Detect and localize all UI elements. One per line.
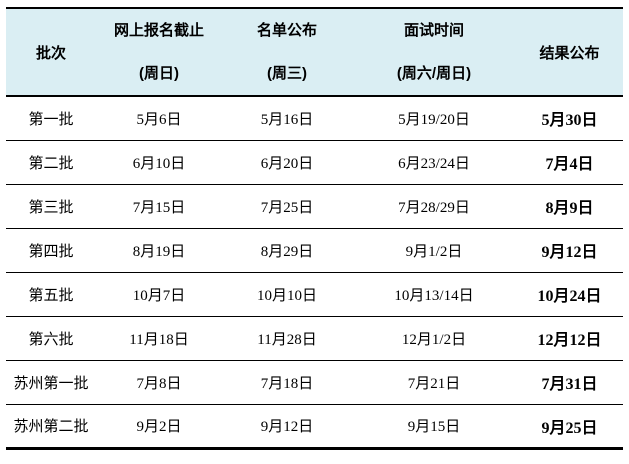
cell-interview-time: 9月1/2日 <box>405 243 463 260</box>
cell-interview-time: 9月15日 <box>407 419 461 435</box>
cell-result-announcement: 7月4日 <box>545 156 594 173</box>
cell-interview-time: 7月21日 <box>407 375 461 392</box>
cell-result-announcement: 10月24日 <box>537 288 602 305</box>
header-batch-label: 批次 <box>35 44 66 62</box>
header-batch: 批次 <box>6 8 96 96</box>
table-row: 苏州第一批 7月8日 7月18日 7月21日 7月31日 <box>6 360 623 404</box>
cell-result-announcement: 9月12日 <box>541 244 598 261</box>
cell-batch: 第一批 <box>28 111 74 128</box>
header-result-announcement-label: 结果公布 <box>539 44 600 62</box>
header-registration-deadline-weekday: (周日) <box>139 64 179 82</box>
table-row: 第五批 10月7日 10月10日 10月13/14日 10月24日 <box>6 272 623 316</box>
table-header-row: 批次 网上报名截止 (周日) 名单公布 (周三) 面试时间 <box>6 8 623 96</box>
cell-interview-time: 12月1/2日 <box>401 331 467 348</box>
cell-list-announcement: 5月16日 <box>260 111 314 128</box>
cell-result-announcement: 9月25日 <box>541 419 598 437</box>
cell-registration-deadline: 11月18日 <box>129 331 189 348</box>
cell-batch: 苏州第一批 <box>13 375 89 392</box>
cell-batch: 第五批 <box>28 287 74 304</box>
header-registration-deadline: 网上报名截止 (周日) <box>96 8 222 96</box>
cell-batch: 第二批 <box>28 155 74 172</box>
batch-schedule-table: 批次 网上报名截止 (周日) 名单公布 (周三) 面试时间 <box>6 7 623 450</box>
header-result-announcement: 结果公布 <box>516 8 623 96</box>
cell-interview-time: 6月23/24日 <box>398 155 470 172</box>
cell-batch: 苏州第二批 <box>13 419 89 435</box>
header-list-announcement-weekday: (周三) <box>267 64 307 82</box>
cell-list-announcement: 10月10日 <box>256 287 317 304</box>
table-row: 苏州第二批 9月2日 9月12日 9月15日 9月25日 <box>6 404 623 448</box>
cell-interview-time: 10月13/14日 <box>394 287 474 304</box>
cell-registration-deadline: 9月2日 <box>136 419 182 435</box>
cell-result-announcement: 7月31日 <box>541 376 598 393</box>
cell-result-announcement: 8月9日 <box>545 200 594 217</box>
header-list-announcement-title: 名单公布 <box>256 21 317 39</box>
table-row: 第六批 11月18日 11月28日 12月1/2日 12月12日 <box>6 316 623 360</box>
cell-result-announcement: 5月30日 <box>541 112 598 130</box>
cell-interview-time: 5月19/20日 <box>398 111 470 128</box>
cell-batch: 第四批 <box>28 243 74 260</box>
header-interview-time-weekday: (周六/周日) <box>396 64 472 82</box>
cell-list-announcement: 6月20日 <box>260 155 314 172</box>
cell-registration-deadline: 10月7日 <box>132 287 186 304</box>
cell-list-announcement: 7月18日 <box>260 375 314 392</box>
cell-registration-deadline: 7月8日 <box>136 375 182 392</box>
table-row: 第三批 7月15日 7月25日 7月28/29日 8月9日 <box>6 184 623 228</box>
cell-interview-time: 7月28/29日 <box>398 199 470 216</box>
table-row: 第四批 8月19日 8月29日 9月1/2日 9月12日 <box>6 228 623 272</box>
table-row: 第二批 6月10日 6月20日 6月23/24日 7月4日 <box>6 140 623 184</box>
header-interview-time-title: 面试时间 <box>403 21 464 39</box>
cell-list-announcement: 8月29日 <box>260 243 314 260</box>
cell-batch: 第六批 <box>28 331 74 348</box>
header-interview-time: 面试时间 (周六/周日) <box>352 8 516 96</box>
cell-list-announcement: 7月25日 <box>260 199 314 216</box>
cell-registration-deadline: 6月10日 <box>132 155 186 172</box>
cell-registration-deadline: 8月19日 <box>132 243 186 260</box>
cell-registration-deadline: 7月15日 <box>132 199 186 216</box>
table-row: 第一批 5月6日 5月16日 5月19/20日 5月30日 <box>6 96 623 140</box>
cell-list-announcement: 11月28日 <box>257 331 317 348</box>
cell-result-announcement: 12月12日 <box>537 332 602 349</box>
cell-registration-deadline: 5月6日 <box>136 111 182 128</box>
header-list-announcement: 名单公布 (周三) <box>222 8 352 96</box>
cell-list-announcement: 9月12日 <box>260 419 314 435</box>
cell-batch: 第三批 <box>28 199 74 216</box>
header-registration-deadline-title: 网上报名截止 <box>113 21 204 39</box>
